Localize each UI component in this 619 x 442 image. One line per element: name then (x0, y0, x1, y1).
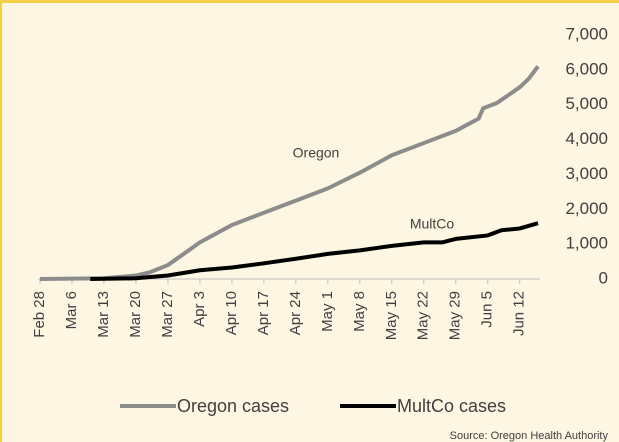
annotation: MultCo (410, 216, 455, 232)
x-tick-label: May 29 (447, 291, 464, 340)
x-tick-label: Apr 17 (255, 291, 272, 335)
x-tick-label: May 1 (319, 291, 336, 332)
y-tick-label: 0 (599, 268, 608, 287)
series-line (90, 221, 539, 281)
y-tick-label: 3,000 (565, 164, 608, 183)
y-tick-label: 5,000 (565, 94, 608, 113)
x-tick-label: Apr 3 (191, 291, 208, 327)
x-tick-label: Mar 13 (95, 291, 112, 338)
y-tick-label: 7,000 (565, 24, 608, 43)
legend-label: Oregon cases (177, 396, 289, 416)
x-tick-label: Apr 24 (287, 291, 304, 335)
x-tick-label: May 22 (415, 291, 432, 340)
legend-label: MultCo cases (397, 396, 506, 416)
y-tick-label: 4,000 (565, 129, 608, 148)
source: Source: Oregon Health Authority (450, 430, 609, 442)
annotation: Oregon (293, 145, 340, 161)
x-tick-label: Mar 20 (127, 291, 144, 338)
x-tick-label: Jun 12 (511, 291, 528, 336)
top-border (0, 0, 619, 3)
x-tick-label: May 15 (383, 291, 400, 340)
x-tick-label: Jun 5 (479, 291, 496, 328)
series-line (39, 65, 540, 281)
x-tick-label: Mar 27 (159, 291, 176, 338)
y-tick-label: 6,000 (565, 59, 608, 78)
x-tick-label: Apr 10 (223, 291, 240, 335)
x-tick-label: May 8 (351, 291, 368, 332)
y-tick-label: 1,000 (565, 234, 608, 253)
x-tick-label: Mar 6 (63, 291, 80, 329)
left-border (0, 0, 2, 442)
x-tick-label: Feb 28 (31, 291, 48, 338)
y-tick-label: 2,000 (565, 199, 608, 218)
